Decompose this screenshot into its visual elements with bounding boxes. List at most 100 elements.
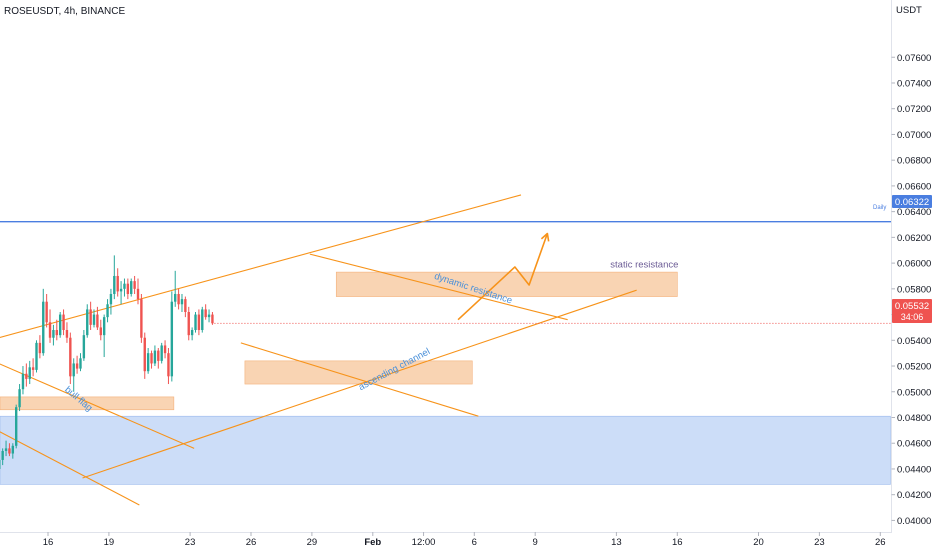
candle-body <box>116 275 119 292</box>
candle <box>69 332 72 385</box>
candle-body <box>136 288 140 300</box>
flag-bottom-line[interactable] <box>0 399 140 506</box>
candle-body <box>31 367 35 370</box>
candle-body <box>187 311 190 336</box>
candle-body <box>92 314 96 325</box>
candle <box>140 293 143 343</box>
x-tick-label: Feb <box>364 537 381 548</box>
candle <box>42 288 45 356</box>
candle-body <box>204 309 207 318</box>
candle <box>99 319 102 341</box>
candle-body <box>102 317 106 336</box>
candle-body <box>82 335 86 359</box>
candle <box>55 319 58 341</box>
channel-bottom-line[interactable] <box>82 289 637 479</box>
y-tick-label: 0.04600 <box>897 439 931 450</box>
lower-channel-line[interactable] <box>240 342 479 417</box>
candle-body <box>113 275 116 294</box>
y-tick-label: 0.04200 <box>897 490 931 501</box>
candle <box>14 404 18 449</box>
candle <box>116 268 119 297</box>
candle-body <box>35 342 38 370</box>
candle-body <box>1 450 4 460</box>
candle-body <box>72 363 75 377</box>
candle-body <box>55 330 58 336</box>
candle <box>197 309 201 336</box>
currency-label: USDT <box>896 5 922 16</box>
candle <box>130 278 133 297</box>
candle <box>190 327 194 341</box>
candle-body <box>167 353 170 377</box>
candle-body <box>157 350 160 361</box>
candle <box>72 358 75 392</box>
demand-zone[interactable] <box>0 415 891 485</box>
candle <box>11 443 15 459</box>
y-tick-label: 0.07000 <box>897 130 931 141</box>
candle-body <box>211 314 214 324</box>
candle-body <box>143 337 146 372</box>
candle-body <box>42 301 45 354</box>
y-tick-label: 0.06400 <box>897 207 931 218</box>
candle-body <box>126 283 130 294</box>
y-tick-label: 0.05400 <box>897 336 931 347</box>
candle <box>146 348 150 374</box>
candle-body <box>28 367 31 379</box>
y-tick-label: 0.04400 <box>897 464 931 475</box>
candle-body <box>130 281 133 294</box>
candle <box>18 384 21 412</box>
candle-body <box>207 314 211 318</box>
x-tick-label: 26 <box>246 537 257 548</box>
candle <box>177 288 180 310</box>
projection-path[interactable] <box>457 233 549 321</box>
candle <box>86 304 89 338</box>
y-tick-label: 0.05000 <box>897 387 931 398</box>
candle <box>180 293 184 312</box>
candle <box>113 255 116 300</box>
candle-body <box>8 448 11 454</box>
y-tick-label: 0.06600 <box>897 181 931 192</box>
candle <box>194 311 197 333</box>
candle-body <box>38 342 42 354</box>
dynamic-resistance-line[interactable] <box>309 253 568 321</box>
candle-body <box>58 314 62 336</box>
price-tags: Daily 0.06322 0.05532 34:06 <box>873 195 932 323</box>
candle <box>48 309 52 343</box>
resistance-zone[interactable] <box>244 360 473 385</box>
candle <box>106 299 109 323</box>
symbol-title: ROSEUSDT, 4h, BINANCE <box>4 6 125 17</box>
y-tick-label: 0.06800 <box>897 156 931 167</box>
candle-body <box>89 309 92 325</box>
y-tick-label: 0.05200 <box>897 362 931 373</box>
candle <box>170 291 174 382</box>
candle-body <box>86 309 89 336</box>
x-tick-label: 6 <box>472 537 477 548</box>
candle-body <box>180 299 184 305</box>
candle <box>58 311 62 338</box>
candle <box>126 278 130 300</box>
candle <box>52 324 55 346</box>
resistance-zone[interactable] <box>0 396 175 411</box>
candle <box>167 348 170 385</box>
daily-price-text: 0.06322 <box>895 197 929 208</box>
projection-arrowhead <box>540 232 550 242</box>
candle <box>133 275 136 294</box>
candle-body <box>96 314 99 328</box>
candle-body <box>119 288 123 292</box>
annotation-label[interactable]: static resistance <box>610 260 678 271</box>
candle-body <box>79 358 82 369</box>
candle-body <box>194 314 197 331</box>
x-tick-label: 19 <box>104 537 115 548</box>
candle <box>65 322 69 343</box>
candle <box>109 288 113 315</box>
y-tick-label: 0.04800 <box>897 413 931 424</box>
time-axis[interactable]: 16 19 23 26 29 Feb 12:00 6 9 13 16 20 23 26 <box>43 532 886 548</box>
zones-layer <box>0 271 891 485</box>
candle-body <box>4 448 8 451</box>
price-axis[interactable]: 0.07600 0.07400 0.07200 0.07000 0.06800 0.066… <box>891 53 932 527</box>
candle-body <box>177 293 180 305</box>
candle-body <box>69 337 72 377</box>
candle-body <box>11 445 15 454</box>
flag-top-line[interactable] <box>0 353 195 449</box>
resistance-zone[interactable] <box>335 271 678 297</box>
